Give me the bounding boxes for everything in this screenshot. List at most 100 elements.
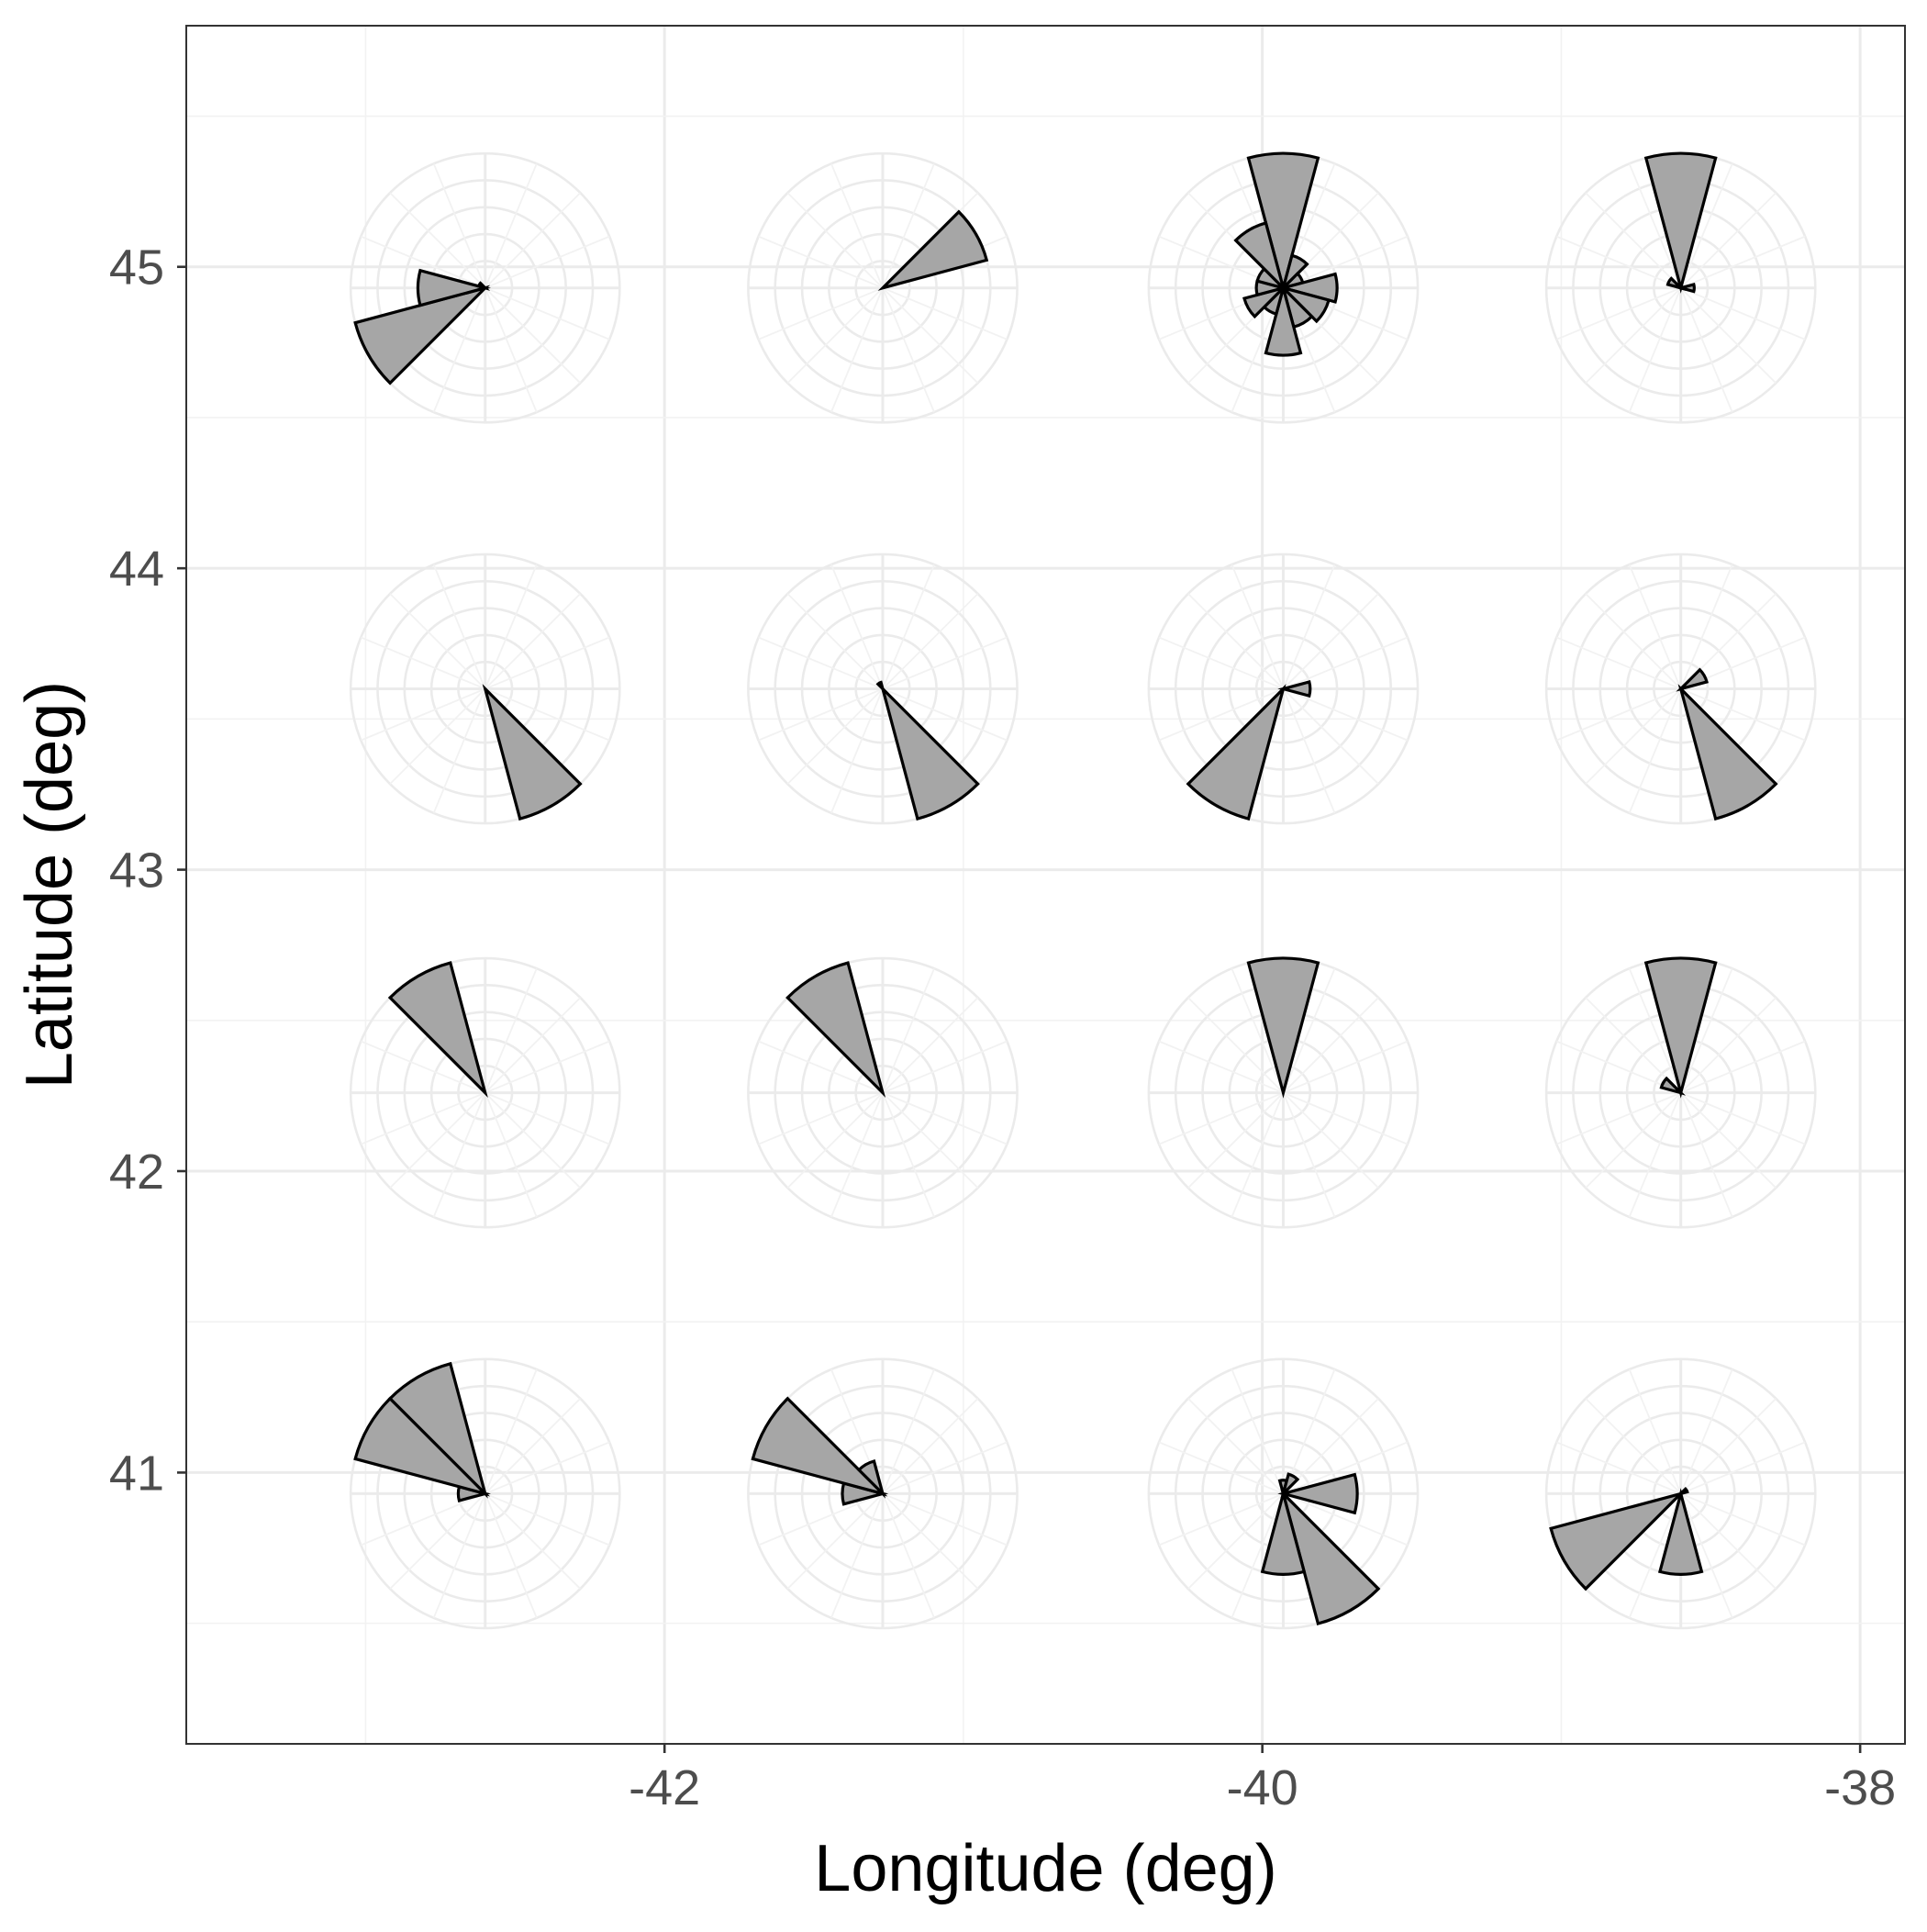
rose-spoke bbox=[1680, 192, 1777, 289]
rose-inset bbox=[1147, 553, 1420, 825]
rose-spoke bbox=[882, 1492, 979, 1590]
rose-spoke bbox=[485, 1492, 610, 1547]
rose-spoke bbox=[485, 1091, 610, 1145]
rose-spoke bbox=[1555, 235, 1682, 289]
x-tick-label: -38 bbox=[1824, 1760, 1896, 1815]
rose-spoke bbox=[758, 235, 884, 289]
rose-spoke bbox=[1555, 1441, 1682, 1495]
rose-spoke bbox=[882, 1368, 935, 1494]
rose-spoke bbox=[830, 1092, 884, 1218]
rose-spoke bbox=[484, 1493, 538, 1619]
rose-spoke bbox=[389, 687, 486, 785]
rose-spoke bbox=[1283, 1091, 1409, 1145]
axis-ticks: -42 -40 -38 41 42 43 44 45 bbox=[109, 240, 1896, 1815]
rose-spoke bbox=[1679, 162, 1733, 289]
rose-spoke bbox=[882, 967, 935, 1093]
rose-wedge bbox=[416, 268, 491, 307]
rose-wedge bbox=[1665, 276, 1687, 291]
rose-spoke bbox=[1628, 1368, 1682, 1494]
rose-spoke bbox=[830, 564, 884, 689]
rose-spoke bbox=[1555, 687, 1682, 742]
rose-spoke bbox=[882, 997, 979, 1094]
rose-spoke bbox=[1585, 593, 1682, 690]
rose-spoke bbox=[432, 564, 486, 689]
rose-spoke bbox=[485, 1040, 610, 1094]
rose-spoke bbox=[830, 688, 884, 814]
rose-spoke bbox=[1187, 1091, 1285, 1189]
rose-wedge bbox=[1280, 253, 1309, 294]
rose-spoke bbox=[432, 162, 486, 289]
rose-wedge bbox=[879, 684, 980, 821]
rose-spoke bbox=[485, 997, 582, 1094]
rose-spoke bbox=[1680, 286, 1806, 341]
rose-spoke bbox=[1282, 967, 1336, 1093]
rose-spoke bbox=[1679, 967, 1733, 1093]
rose-spoke bbox=[882, 1092, 935, 1218]
rose-spoke bbox=[882, 1398, 979, 1495]
rose-spoke bbox=[484, 967, 538, 1093]
rose-inset bbox=[747, 553, 1019, 825]
rose-wedge bbox=[785, 961, 886, 1098]
rose-spoke bbox=[1282, 1398, 1379, 1495]
rose-wedge bbox=[353, 285, 491, 385]
rose-spoke bbox=[485, 1492, 582, 1590]
rose-wedge bbox=[877, 209, 989, 291]
rose-spoke bbox=[1231, 967, 1285, 1093]
rose-wedge bbox=[1264, 282, 1303, 357]
rose-spoke bbox=[786, 287, 884, 385]
rose-wedge bbox=[1659, 1076, 1687, 1096]
rose-spoke bbox=[1585, 287, 1682, 385]
rose-spoke bbox=[1231, 1368, 1285, 1494]
rose-spoke bbox=[1282, 997, 1379, 1094]
rose-spoke bbox=[389, 1091, 486, 1189]
rose-spoke bbox=[1158, 636, 1284, 690]
rose-wedge bbox=[1242, 285, 1288, 319]
y-tick-label: 42 bbox=[109, 1145, 164, 1200]
rose-spoke bbox=[360, 636, 486, 690]
rose-spoke bbox=[1187, 1398, 1285, 1495]
rose-spoke bbox=[1283, 235, 1409, 289]
rose-wedge bbox=[476, 281, 491, 291]
rose-spoke bbox=[1679, 1368, 1733, 1494]
rose-spoke bbox=[1628, 1493, 1682, 1619]
rose-spoke bbox=[1231, 1493, 1285, 1619]
rose-inset bbox=[1544, 1357, 1817, 1630]
rose-spoke bbox=[786, 192, 884, 289]
rose-wedge bbox=[1277, 1472, 1359, 1515]
panel-border bbox=[185, 25, 1906, 1745]
rose-spoke bbox=[1628, 688, 1682, 814]
rose-spoke bbox=[1283, 1040, 1409, 1094]
rose-spoke bbox=[1282, 1368, 1336, 1494]
rose-inset bbox=[1544, 956, 1817, 1229]
rose-spoke bbox=[882, 564, 935, 689]
rose-wedge bbox=[1676, 667, 1709, 692]
rose-wedge bbox=[1277, 679, 1312, 698]
rose-wedge bbox=[1675, 282, 1696, 294]
rose-spoke bbox=[485, 1091, 582, 1189]
rose-inset bbox=[747, 956, 1019, 1229]
rose-spoke bbox=[360, 1040, 486, 1094]
rose-inset bbox=[1147, 956, 1420, 1229]
rose-spoke bbox=[389, 1492, 486, 1590]
rose-spoke bbox=[1283, 687, 1409, 742]
rose-inset bbox=[1147, 151, 1420, 424]
rose-spoke bbox=[485, 192, 582, 289]
rose-spoke bbox=[1679, 1092, 1733, 1218]
rose-wedge bbox=[751, 1396, 888, 1497]
rose-wedge bbox=[1246, 151, 1320, 294]
rose-spoke bbox=[1555, 1091, 1682, 1145]
x-axis-title: Longitude (deg) bbox=[814, 1832, 1276, 1905]
rose-spoke bbox=[1282, 688, 1336, 814]
rose-spoke bbox=[485, 636, 610, 690]
y-tick-label: 41 bbox=[109, 1446, 164, 1501]
rose-spoke bbox=[360, 1492, 486, 1547]
rose-spoke bbox=[1283, 636, 1409, 690]
rose-spoke bbox=[1555, 636, 1682, 690]
rose-spoke bbox=[786, 1091, 884, 1189]
rose-spoke bbox=[1282, 687, 1379, 785]
rose-spoke bbox=[882, 162, 935, 289]
rose-spoke bbox=[1158, 1492, 1284, 1547]
rose-spoke bbox=[1282, 564, 1336, 689]
rose-spoke bbox=[1585, 192, 1682, 289]
rose-spoke bbox=[1680, 1091, 1777, 1189]
